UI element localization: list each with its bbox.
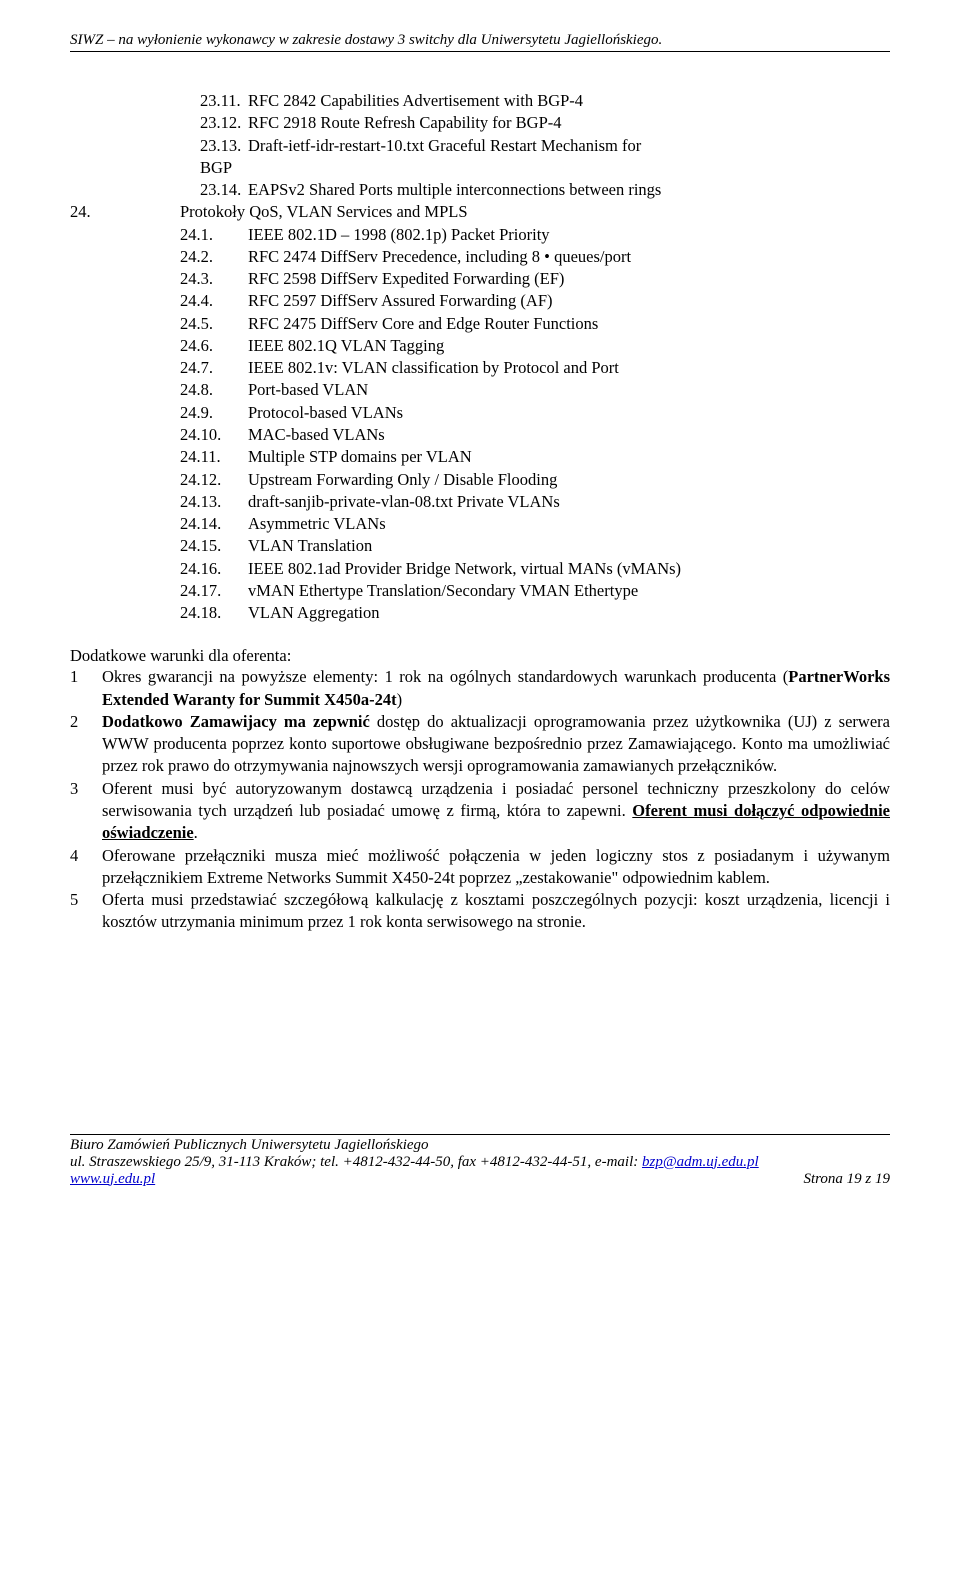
item-number: 23.12.: [200, 112, 248, 134]
condition-number: 4: [70, 845, 102, 890]
page-container: SIWZ – na wyłonienie wykonawcy w zakresi…: [0, 0, 960, 1228]
item-text: IEEE 802.1Q VLAN Tagging: [248, 335, 890, 357]
item-text: Draft-ietf-idr-restart-10.txt Graceful R…: [248, 135, 890, 157]
conditions-title: Dodatkowe warunki dla oferenta:: [70, 646, 890, 666]
list-item: 24.16.IEEE 802.1ad Provider Bridge Netwo…: [70, 558, 890, 580]
item-number: 23.14.: [200, 179, 248, 201]
bgp-continuation: BGP: [70, 157, 890, 179]
footer-page-number: Strona 19 z 19: [803, 1171, 890, 1188]
list-item: 24.15.VLAN Translation: [70, 535, 890, 557]
condition-number: 5: [70, 889, 102, 934]
footer-email-link[interactable]: bzp@adm.uj.edu.pl: [642, 1154, 759, 1170]
item-number: 24.7.: [180, 357, 248, 379]
condition-number: 1: [70, 666, 102, 711]
item-number: 24.: [70, 201, 180, 223]
item-number: 23.13.: [200, 135, 248, 157]
list-item: 24.13.draft-sanjib-private-vlan-08.txt P…: [70, 491, 890, 513]
list-item: 24.17.vMAN Ethertype Translation/Seconda…: [70, 580, 890, 602]
list-item: 23.13. Draft-ietf-idr-restart-10.txt Gra…: [70, 135, 890, 157]
page-header: SIWZ – na wyłonienie wykonawcy w zakresi…: [70, 32, 890, 52]
item-text: EAPSv2 Shared Ports multiple interconnec…: [248, 179, 890, 201]
item-text: Protokoły QoS, VLAN Services and MPLS: [180, 201, 468, 223]
list-item: 23.12. RFC 2918 Route Refresh Capability…: [70, 112, 890, 134]
item-text: VLAN Translation: [248, 535, 890, 557]
item-text: VLAN Aggregation: [248, 602, 890, 624]
item-number: 24.10.: [180, 424, 248, 446]
item-number: 24.17.: [180, 580, 248, 602]
condition-text: Oferta musi przedstawiać szczegółową kal…: [102, 889, 890, 934]
conditions-list: 1Okres gwarancji na powyższe elementy: 1…: [70, 666, 890, 933]
list-item: 24.11.Multiple STP domains per VLAN: [70, 446, 890, 468]
page-footer: Biuro Zamówień Publicznych Uniwersytetu …: [70, 1134, 890, 1188]
item-number: 24.12.: [180, 469, 248, 491]
item-text: RFC 2598 DiffServ Expedited Forwarding (…: [248, 268, 890, 290]
item-number: 24.14.: [180, 513, 248, 535]
list-item: 24.12.Upstream Forwarding Only / Disable…: [70, 469, 890, 491]
item-number: 24.11.: [180, 446, 248, 468]
item-number: 24.4.: [180, 290, 248, 312]
item-number: 24.16.: [180, 558, 248, 580]
section-24-heading: 24. Protokoły QoS, VLAN Services and MPL…: [70, 201, 890, 223]
item-number: 24.13.: [180, 491, 248, 513]
item-number: 23.11.: [200, 90, 248, 112]
item-number: 24.15.: [180, 535, 248, 557]
list-item: 24.10.MAC-based VLANs: [70, 424, 890, 446]
condition-number: 3: [70, 778, 102, 845]
item-text: Upstream Forwarding Only / Disable Flood…: [248, 469, 890, 491]
item-text: MAC-based VLANs: [248, 424, 890, 446]
item-number: 24.1.: [180, 224, 248, 246]
list-item: 23.11. RFC 2842 Capabilities Advertiseme…: [70, 90, 890, 112]
item-text: RFC 2474 DiffServ Precedence, including …: [248, 246, 890, 268]
section-24-sublist: 24.1.IEEE 802.1D – 1998 (802.1p) Packet …: [70, 224, 890, 625]
list-item: 24.3.RFC 2598 DiffServ Expedited Forward…: [70, 268, 890, 290]
item-number: 24.9.: [180, 402, 248, 424]
item-text: RFC 2918 Route Refresh Capability for BG…: [248, 112, 890, 134]
list-item: 24.5.RFC 2475 DiffServ Core and Edge Rou…: [70, 313, 890, 335]
section-23-list: 23.11. RFC 2842 Capabilities Advertiseme…: [70, 90, 890, 201]
list-item: 24.9.Protocol-based VLANs: [70, 402, 890, 424]
list-item: 24.8.Port-based VLAN: [70, 379, 890, 401]
condition-text: Oferowane przełączniki musza mieć możliw…: [102, 845, 890, 890]
condition-number: 2: [70, 711, 102, 778]
item-text: Port-based VLAN: [248, 379, 890, 401]
item-number: 24.5.: [180, 313, 248, 335]
condition-item: 1Okres gwarancji na powyższe elementy: 1…: [70, 666, 890, 711]
item-number: 24.8.: [180, 379, 248, 401]
condition-text: Oferent musi być autoryzowanym dostawcą …: [102, 778, 890, 845]
item-text: RFC 2597 DiffServ Assured Forwarding (AF…: [248, 290, 890, 312]
item-text: Protocol-based VLANs: [248, 402, 890, 424]
list-item: 23.14. EAPSv2 Shared Ports multiple inte…: [70, 179, 890, 201]
condition-item: 3Oferent musi być autoryzowanym dostawcą…: [70, 778, 890, 845]
list-item: 24.2.RFC 2474 DiffServ Precedence, inclu…: [70, 246, 890, 268]
condition-item: 2Dodatkowo Zamawijacy ma zepwnić dostęp …: [70, 711, 890, 778]
condition-item: 4Oferowane przełączniki musza mieć możli…: [70, 845, 890, 890]
condition-item: 5Oferta musi przedstawiać szczegółową ka…: [70, 889, 890, 934]
item-text: Asymmetric VLANs: [248, 513, 890, 535]
list-item: 24.4.RFC 2597 DiffServ Assured Forwardin…: [70, 290, 890, 312]
item-number: 24.6.: [180, 335, 248, 357]
footer-line-1: Biuro Zamówień Publicznych Uniwersytetu …: [70, 1137, 890, 1154]
item-text: IEEE 802.1v: VLAN classification by Prot…: [248, 357, 890, 379]
list-item: 24.18.VLAN Aggregation: [70, 602, 890, 624]
item-text: IEEE 802.1ad Provider Bridge Network, vi…: [248, 558, 890, 580]
item-text: vMAN Ethertype Translation/Secondary VMA…: [248, 580, 890, 602]
list-item: 24.1.IEEE 802.1D – 1998 (802.1p) Packet …: [70, 224, 890, 246]
footer-website-link[interactable]: www.uj.edu.pl: [70, 1171, 155, 1188]
item-text: RFC 2842 Capabilities Advertisement with…: [248, 90, 890, 112]
footer-line-3: www.uj.edu.pl Strona 19 z 19: [70, 1171, 890, 1188]
condition-text: Okres gwarancji na powyższe elementy: 1 …: [102, 666, 890, 711]
item-number: 24.2.: [180, 246, 248, 268]
condition-text: Dodatkowo Zamawijacy ma zepwnić dostęp d…: [102, 711, 890, 778]
footer-line-2: ul. Straszewskiego 25/9, 31-113 Kraków; …: [70, 1154, 890, 1171]
item-text: RFC 2475 DiffServ Core and Edge Router F…: [248, 313, 890, 335]
item-text: IEEE 802.1D – 1998 (802.1p) Packet Prior…: [248, 224, 890, 246]
list-item: 24.7.IEEE 802.1v: VLAN classification by…: [70, 357, 890, 379]
list-item: 24.14.Asymmetric VLANs: [70, 513, 890, 535]
list-item: 24.6.IEEE 802.1Q VLAN Tagging: [70, 335, 890, 357]
item-text: draft-sanjib-private-vlan-08.txt Private…: [248, 491, 890, 513]
footer-address: ul. Straszewskiego 25/9, 31-113 Kraków; …: [70, 1154, 642, 1170]
item-text: Multiple STP domains per VLAN: [248, 446, 890, 468]
item-number: 24.3.: [180, 268, 248, 290]
item-number: 24.18.: [180, 602, 248, 624]
